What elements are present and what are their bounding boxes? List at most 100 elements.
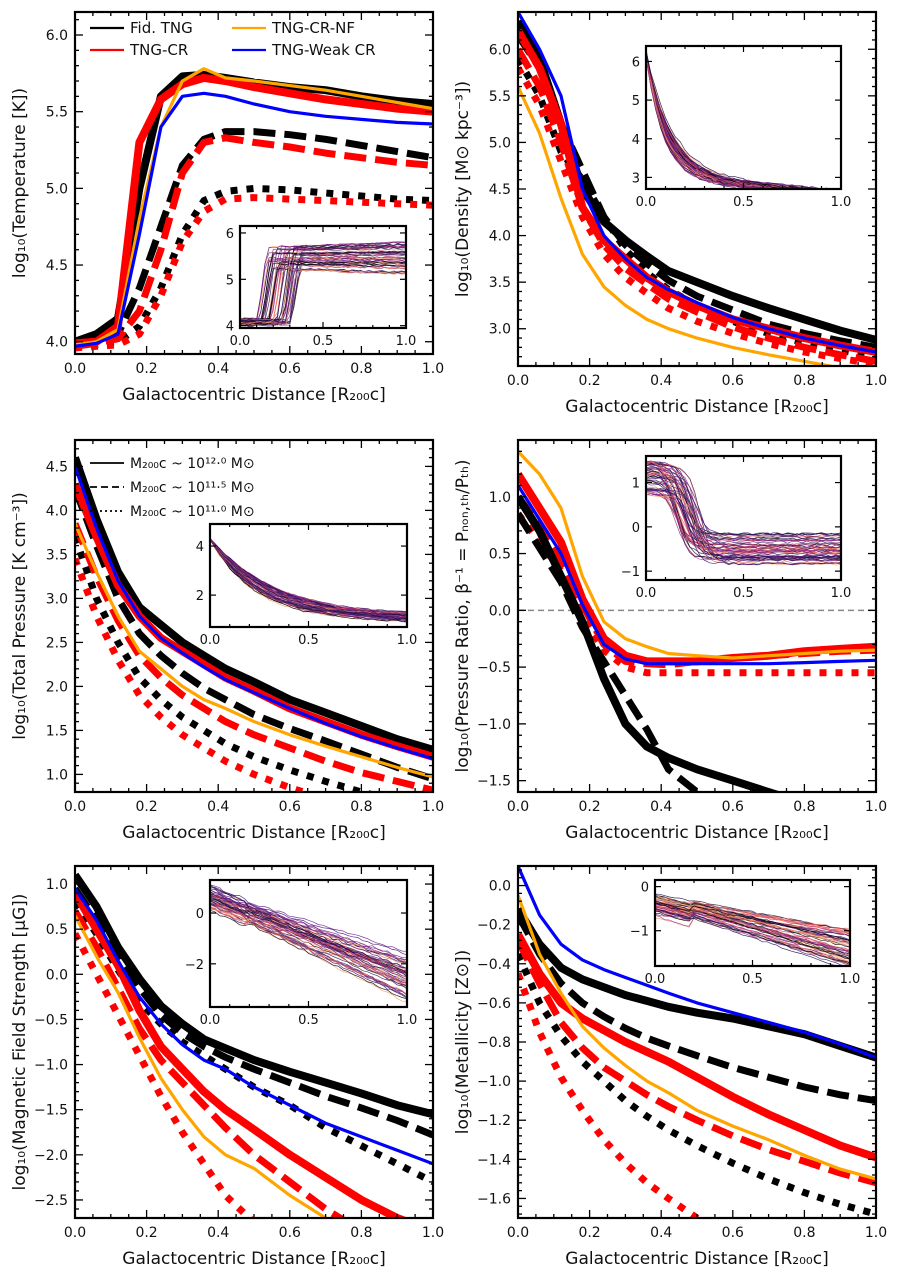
y-tick-label: −0.4 <box>477 957 511 973</box>
inset-profile-line <box>646 461 841 552</box>
y-tick-label: −2.5 <box>34 1193 68 1209</box>
y-tick-label: 4.0 <box>46 335 68 351</box>
series-line-tng-weak-cr-m120 <box>518 866 876 1060</box>
inset-x-tick-label: 1.0 <box>840 972 861 987</box>
inset-profile-line <box>646 489 841 561</box>
x-tick-label: 1.0 <box>865 799 887 815</box>
series-line-tng-cr-m110 <box>75 932 255 1218</box>
inset-lines <box>240 241 406 327</box>
inset-profile-line <box>240 244 406 322</box>
x-tick-label: 0.0 <box>64 799 86 815</box>
inset-profile-line <box>646 50 820 189</box>
x-axis-label: Galactocentric Distance [R₂₀₀c] <box>565 1249 828 1269</box>
inset-y-tick-label: 0 <box>196 907 204 922</box>
y-tick-label: −1.0 <box>477 717 511 733</box>
series-group <box>518 866 876 1218</box>
x-tick-label: 0.8 <box>793 373 815 389</box>
inset-y-tick-label: 5 <box>632 94 640 109</box>
y-tick-label: 2.5 <box>46 635 68 651</box>
series-group <box>75 872 433 1218</box>
x-tick-label: 0.4 <box>207 799 229 815</box>
y-tick-label: 4.5 <box>46 258 68 274</box>
x-tick-label: 1.0 <box>422 799 444 815</box>
inset-profile-line <box>646 55 785 189</box>
series-line-tng-cr-nf-m120 <box>518 894 876 1181</box>
inset-x-tick-label: 1.0 <box>831 195 852 210</box>
y-tick-label: 5.5 <box>489 89 511 105</box>
x-axis-label: Galactocentric Distance [R₂₀₀c] <box>565 823 828 843</box>
inset-profile-line <box>646 488 841 562</box>
inset-y-tick-label: 4 <box>226 320 234 335</box>
inset-profile-line <box>655 905 850 952</box>
series-line-tng-cr-m115 <box>75 522 433 792</box>
y-tick-label: −0.8 <box>477 1035 511 1051</box>
x-tick-label: 0.4 <box>207 1225 229 1241</box>
inset-x-tick-label: 1.0 <box>396 334 417 349</box>
legend-models: Fid. TNG TNG-CR-NF TNG-CR TNG-Weak CR <box>90 19 376 59</box>
y-tick-label: 1.5 <box>46 723 68 739</box>
inset-profile-line <box>655 898 850 944</box>
y-axis-label: log₁₀(Density [M⊙ kpc⁻³]) <box>453 81 473 297</box>
inset-x-tick-label: 1.0 <box>831 586 852 601</box>
inset-lines <box>646 460 841 566</box>
series-line-fid-tng-m110 <box>518 952 876 1218</box>
x-axis-label: Galactocentric Distance [R₂₀₀c] <box>565 397 828 417</box>
inset-y-tick-label: −1 <box>630 925 649 940</box>
series-line-tng-cr-m120 <box>518 471 876 666</box>
inset-profile-line <box>240 262 406 326</box>
series-line-tng-cr-m120 <box>75 482 433 761</box>
inset-x-tick-label: 0.5 <box>298 1013 319 1028</box>
series-line-fid-tng-m120 <box>75 872 433 1119</box>
inset-x-tick-label: 0.5 <box>742 972 763 987</box>
inset-profile-line <box>210 886 407 956</box>
inset-profile-line <box>210 896 407 996</box>
inset-profile-line <box>210 889 407 963</box>
inset-6: 0.0 0.5 1.0 −1 0 <box>630 878 861 987</box>
series-line-tng-cr-nf-m120 <box>75 522 433 779</box>
y-tick-label: −0.5 <box>477 660 511 676</box>
inset-profile-line <box>646 471 841 559</box>
series-line-fid-tng-m115 <box>75 487 433 783</box>
y-tick-label: 0.5 <box>46 922 68 938</box>
inset-profile-line <box>655 902 850 942</box>
y-tick-label: 3.0 <box>489 322 511 338</box>
series-line-fid-tng-m120 <box>518 494 782 792</box>
inset-profile-line <box>240 251 406 324</box>
inset-profile-line <box>210 902 407 998</box>
series-line-tng-cr-m115 <box>75 134 433 350</box>
series-line-fid-tng-m120 <box>518 906 876 1062</box>
inset-x-tick-label: 0.0 <box>230 334 251 349</box>
series-line-fid-tng-m110 <box>518 56 876 361</box>
inset-profile-line <box>655 896 850 934</box>
y-tick-label: −0.5 <box>34 1012 68 1028</box>
inset-profile-line <box>655 900 850 960</box>
y-tick-label: −1.4 <box>477 1152 511 1168</box>
inset-y-tick-label: 6 <box>632 55 640 70</box>
y-tick-label: 0.0 <box>46 967 68 983</box>
inset-profile-line <box>646 466 841 558</box>
inset-profile-line <box>655 902 850 960</box>
inset-y-tick-label: 5 <box>226 273 234 288</box>
inset-x-tick-label: 0.5 <box>733 586 754 601</box>
series-line-tng-cr-m110 <box>518 972 705 1218</box>
inset-profile-line <box>655 907 839 966</box>
series-line-fid-tng-m110 <box>75 535 377 792</box>
inset-profile-line <box>240 267 406 324</box>
inset-y-tick-label: −2 <box>185 958 204 973</box>
panel-3: 0.0 0.2 0.4 0.6 0.8 1.0 1.0 1.5 2.0 2.5 3.0 3.5 4.0 4… <box>10 438 444 843</box>
series-line-tng-cr-nf-m120 <box>75 914 331 1218</box>
y-tick-label: 1.0 <box>489 490 511 506</box>
x-tick-label: 0.4 <box>650 373 672 389</box>
inset-profile-line <box>646 464 841 566</box>
inset-x-tick-label: 0.0 <box>645 972 666 987</box>
y-tick-label: 5.0 <box>489 135 511 151</box>
inset-profile-line <box>240 269 406 326</box>
inset-profile-line <box>655 899 850 934</box>
series-line-tng-cr-m120 <box>75 73 433 348</box>
legend-masses: M₂₀₀c ~ 10¹²·⁰ M⊙ M₂₀₀c ~ 10¹¹·⁵ M⊙ M₂₀₀c … <box>90 456 255 520</box>
inset-profile-line <box>646 54 805 189</box>
inset-profile-line <box>240 267 406 324</box>
legend-label-mass-dashed: M₂₀₀c ~ 10¹¹·⁵ M⊙ <box>130 480 255 496</box>
panel-1: 0.0 0.2 0.4 0.6 0.8 1.0 4.0 4.5 5.0 5.5 6.0 Galacto… <box>10 10 444 405</box>
series-line-fid-tng-m115 <box>75 886 433 1139</box>
